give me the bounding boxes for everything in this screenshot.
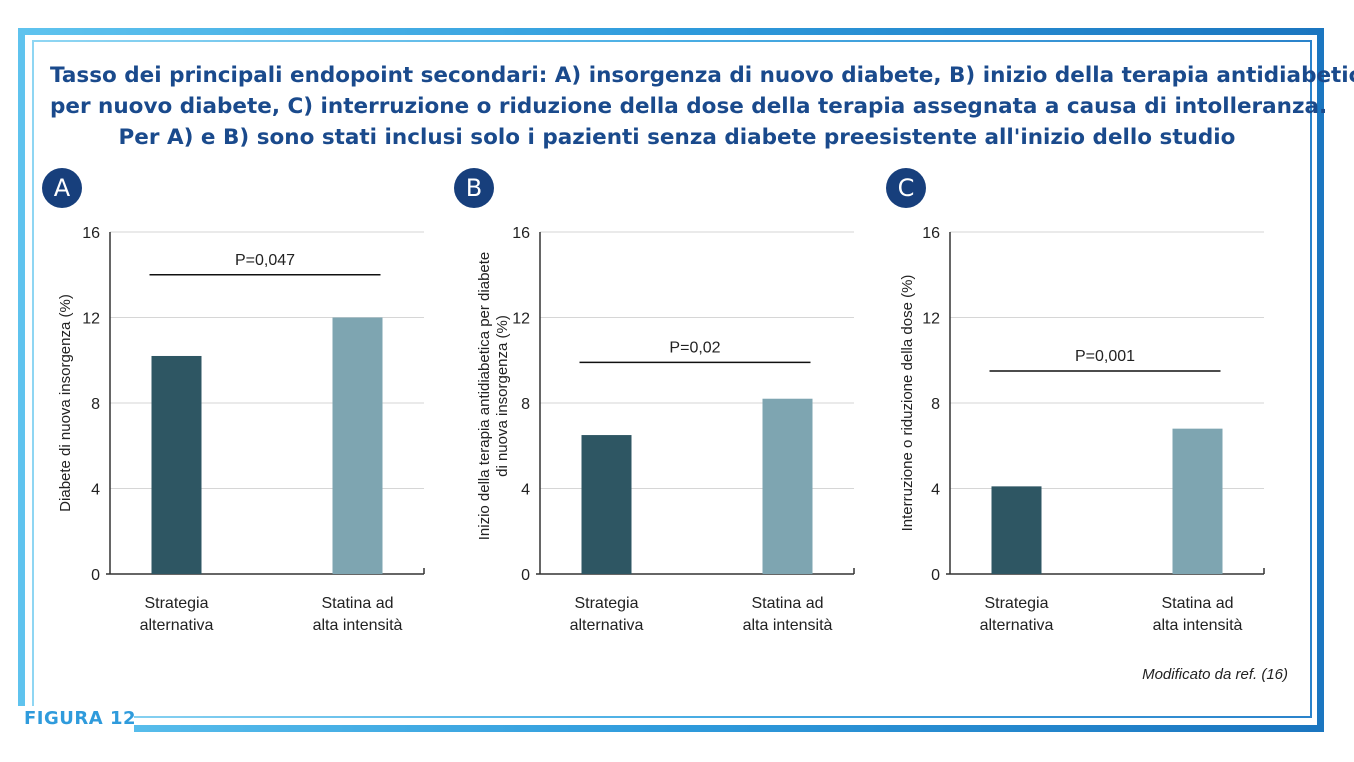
panel-c-ytick-label: 0	[931, 567, 940, 584]
panel-c-ytick-label: 16	[922, 225, 940, 242]
panel-b-ytick-label: 12	[512, 311, 530, 328]
panel-c-ytick-label: 4	[931, 482, 940, 499]
chart-a: 0 4 8 12 16 Strategia alternativa Statina ad alt…	[82, 225, 425, 634]
panel-c-badge: C	[886, 168, 926, 208]
panel-a-bar-2	[332, 317, 383, 574]
panel-a-category-label-1-line-1: Strategia	[144, 595, 208, 612]
title-line-3: Per A) e B) sono stati inclusi solo i pa…	[118, 125, 1236, 150]
panel-b-bar-2	[762, 398, 813, 574]
inner-frame	[32, 40, 1312, 718]
panel-a-bar-1	[151, 355, 202, 574]
panel-c-category-label-2: Statina ad alta intensità	[1153, 595, 1243, 634]
figure-label: FIGURA 12	[24, 708, 136, 729]
panel-b-ytick-label: 8	[521, 396, 530, 413]
panel-a-ytick-label: 12	[82, 311, 100, 328]
panel-c-bar-2	[1172, 428, 1223, 574]
title-line-2: per nuovo diabete, C) interruzione o rid…	[50, 94, 1328, 119]
chart-b: 0 4 8 12 16 Strategia alternativa Statina ad alt…	[512, 225, 855, 634]
panel-a-category-label-2-line-1: Statina ad	[321, 595, 393, 612]
panel-b-category-label-2-line-2: alta intensità	[743, 617, 833, 634]
panel-a-ytick-label: 4	[91, 482, 100, 499]
panel-c-category-label-1: Strategia alternativa	[980, 595, 1054, 634]
panel-b-ytick-label: 16	[512, 225, 530, 242]
panel-c-category-label-1-line-2: alternativa	[980, 617, 1054, 634]
panel-c-category-label-2-line-1: Statina ad	[1161, 595, 1233, 612]
figure-title: Tasso dei principali endopoint secondari…	[50, 60, 1354, 153]
panel-b-category-label-2: Statina ad alta intensità	[743, 595, 833, 634]
panel-a-p-value: P=0,047	[235, 252, 295, 269]
panel-c-category-label-1-line-1: Strategia	[984, 595, 1048, 612]
panel-b-ytick-label: 4	[521, 482, 530, 499]
panel-b-category-label-1-line-1: Strategia	[574, 595, 638, 612]
panel-b-p-value: P=0,02	[669, 339, 720, 356]
panel-b-category-label-1-line-2: alternativa	[570, 617, 644, 634]
panel-c-p-value: P=0,001	[1075, 348, 1135, 365]
panel-c-ytick-label: 12	[922, 311, 940, 328]
panel-c-bar-1	[991, 486, 1042, 574]
panel-a-ytick-label: 16	[82, 225, 100, 242]
panel-a-badge: A	[42, 168, 82, 208]
chart-c: 0 4 8 12 16 Strategia alternativa Statina ad alt…	[922, 225, 1265, 634]
panel-b-ylabel-line-1: Inizio della terapia antidiabetica per d…	[476, 251, 493, 541]
panel-a-category-label-1: Strategia alternativa	[140, 595, 214, 634]
panel-b-bar-1	[581, 435, 632, 574]
panel-c-category-label-2-line-2: alta intensità	[1153, 617, 1243, 634]
title-line-1: Tasso dei principali endopoint secondari…	[50, 63, 1354, 88]
panel-a-ytick-label: 0	[91, 567, 100, 584]
panel-b-badge: B	[454, 168, 494, 208]
panel-b-category-label-1: Strategia alternativa	[570, 595, 644, 634]
panel-c-ytick-label: 8	[931, 396, 940, 413]
panel-a-category-label-2: Statina ad alta intensità	[313, 595, 403, 634]
panel-a-category-label-1-line-2: alternativa	[140, 617, 214, 634]
panel-b-category-label-2-line-1: Statina ad	[751, 595, 823, 612]
source-credit: Modificato da ref. (16)	[1142, 666, 1288, 683]
panel-b-ytick-label: 0	[521, 567, 530, 584]
panel-a-ytick-label: 8	[91, 396, 100, 413]
figure-label-backdrop	[10, 706, 134, 738]
panel-a-category-label-2-line-2: alta intensità	[313, 617, 403, 634]
